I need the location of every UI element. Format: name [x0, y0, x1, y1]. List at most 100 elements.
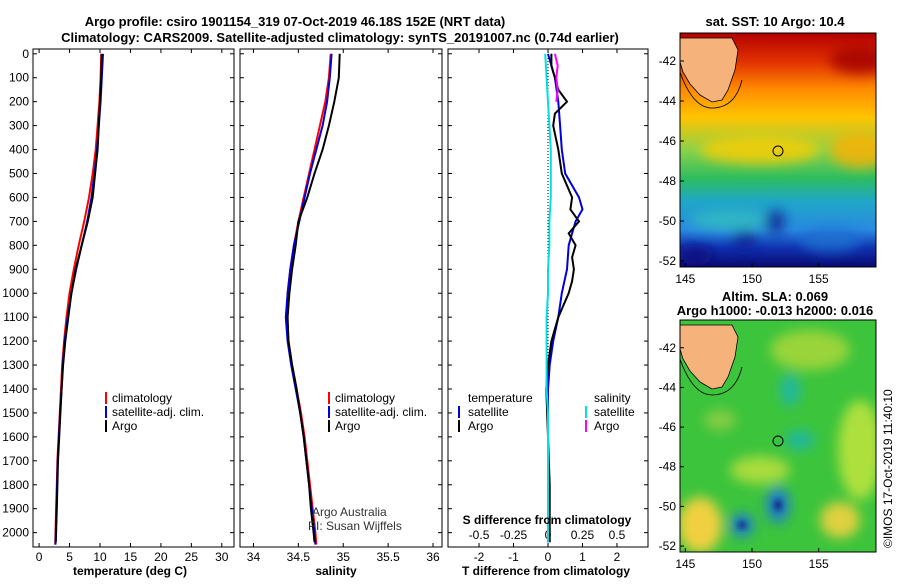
series-line-temperature-argo	[545, 53, 581, 543]
legend-s-satellite: satellite	[594, 405, 635, 419]
top-tick-label: -0.5	[469, 528, 490, 542]
depth-tick-label: 1800	[2, 478, 29, 492]
credit-line-1: Argo Australia	[312, 505, 387, 519]
x-tick-label: 30	[215, 550, 229, 564]
depth-tick-label: 200	[9, 95, 29, 109]
depth-tick-label: 1100	[3, 310, 29, 324]
legend-t-satellite: satellite	[468, 405, 509, 419]
legend-climatology: climatology	[112, 391, 172, 405]
legend-satellite: satellite-adj. clim.	[112, 405, 204, 419]
depth-tick-label: 800	[9, 238, 29, 252]
depth-tick-label: 500	[9, 167, 29, 181]
top-tick-label: -0.25	[500, 528, 528, 542]
depth-tick-label: 100	[9, 71, 29, 85]
temperature-panel: 0 5 10 15 20 25 30 temperature (deg C)	[32, 48, 235, 578]
salinity-panel: 34 34.5 35 35.5 36 salinity	[239, 48, 443, 578]
legend-s-argo: Argo	[594, 419, 620, 433]
lat-tick-label: -44	[659, 94, 677, 108]
x-tick-label: 20	[154, 550, 168, 564]
depth-tick-label: 1500	[2, 406, 29, 420]
x-tick-label: 2	[614, 550, 621, 564]
depth-tick-label: 400	[9, 143, 29, 157]
legend-salinity-header: salinity	[594, 391, 631, 405]
legend-argo: Argo	[112, 419, 138, 433]
lat-tick-label: -46	[659, 420, 677, 434]
sla-title-1: Altim. SLA: 0.069	[722, 289, 828, 304]
imos-stamp: ©IMOS 17-Oct-2019 11:40:10	[881, 389, 895, 548]
lat-tick-label: -50	[659, 214, 677, 228]
lat-tick-label: -52	[659, 539, 677, 553]
legend-climatology: climatology	[335, 391, 395, 405]
lat-tick-label: -52	[659, 254, 677, 268]
legend-satellite: satellite-adj. clim.	[335, 405, 427, 419]
lat-tick-label: -48	[659, 174, 677, 188]
temperature-xlabel: temperature (deg C)	[73, 564, 187, 578]
legend-temperature-header: temperature	[468, 391, 533, 405]
sla-map: Altim. SLA: 0.069 Argo h1000: -0.013 h20…	[659, 289, 877, 571]
series-line-salinity-argo	[553, 53, 559, 102]
legend-argo: Argo	[335, 419, 361, 433]
lat-tick-label: -46	[659, 134, 677, 148]
series-line-salinity-satellite	[544, 53, 552, 543]
x-tick-label: -2	[474, 550, 485, 564]
depth-axis: 0 100 200 300 400 500 600 700 800 900 1000 1100 1200…	[2, 47, 29, 540]
x-tick-label: 5	[66, 550, 73, 564]
depth-tick-label: 1900	[2, 502, 29, 516]
x-tick-label: 36	[426, 550, 440, 564]
x-tick-label: 25	[185, 550, 199, 564]
depth-tick-label: 300	[9, 119, 29, 133]
lon-tick-label: 145	[675, 557, 695, 571]
x-tick-label: 35	[337, 550, 351, 564]
difference-legend: temperature satellite Argo salinity sate…	[458, 391, 635, 433]
lon-tick-label: 155	[809, 272, 829, 286]
depth-tick-label: 1000	[2, 286, 29, 300]
lat-tick-label: -42	[659, 341, 677, 355]
salinity-legend: climatology satellite-adj. clim. Argo	[328, 391, 427, 433]
temperature-legend: climatology satellite-adj. clim. Argo	[105, 391, 204, 433]
depth-tick-label: 0	[22, 47, 29, 61]
depth-tick-label: 1200	[2, 334, 29, 348]
sst-map: sat. SST: 10 Argo: 10.4 -42 -44 -46 -48 -50 -…	[659, 14, 877, 286]
sst-title: sat. SST: 10 Argo: 10.4	[706, 14, 846, 29]
series-line-argo	[286, 53, 341, 543]
lon-tick-label: 150	[742, 272, 762, 286]
x-tick-label: 15	[124, 550, 138, 564]
depth-tick-label: 2000	[2, 526, 29, 540]
sla-title-2: Argo h1000: -0.013 h2000: 0.016	[677, 303, 874, 318]
depth-tick-label: 1600	[2, 430, 29, 444]
depth-tick-label: 900	[9, 262, 29, 276]
lat-tick-label: -42	[659, 54, 677, 68]
x-tick-label: 0	[545, 550, 552, 564]
x-tick-label: 34.5	[287, 550, 311, 564]
series-line-argo	[54, 53, 103, 543]
top-tick-label: 0.5	[609, 528, 626, 542]
lon-tick-label: 145	[675, 272, 695, 286]
lat-tick-label: -48	[659, 460, 677, 474]
x-tick-label: 1	[579, 550, 586, 564]
depth-tick-label: 1700	[2, 454, 29, 468]
t-difference-xlabel: T difference from climatology	[462, 564, 630, 578]
x-tick-label: 0	[36, 550, 43, 564]
s-difference-label: S difference from climatology	[463, 513, 632, 527]
lon-tick-label: 155	[809, 557, 829, 571]
lat-tick-label: -50	[659, 499, 677, 513]
credit-line-2: PI: Susan Wijffels	[308, 519, 402, 533]
argo-location-marker	[772, 145, 784, 157]
tasmania-land	[680, 37, 739, 103]
depth-tick-label: 1400	[2, 382, 29, 396]
depth-tick-label: 700	[9, 214, 29, 228]
argo-location-marker	[772, 435, 784, 447]
lon-tick-label: 150	[742, 557, 762, 571]
lat-tick-label: -44	[659, 380, 677, 394]
title-line-1: Argo profile: csiro 1901154_319 07-Oct-2…	[85, 14, 506, 29]
title-line-2: Climatology: CARS2009. Satellite-adjuste…	[61, 30, 619, 45]
depth-tick-label: 600	[9, 190, 29, 204]
legend-t-argo: Argo	[468, 419, 494, 433]
x-tick-label: 35.5	[376, 550, 400, 564]
x-tick-label: 10	[93, 550, 107, 564]
tasmania-land	[680, 324, 739, 390]
top-tick-label: 0.25	[571, 528, 595, 542]
x-tick-label: -1	[508, 550, 519, 564]
depth-tick-label: 1300	[2, 358, 29, 372]
